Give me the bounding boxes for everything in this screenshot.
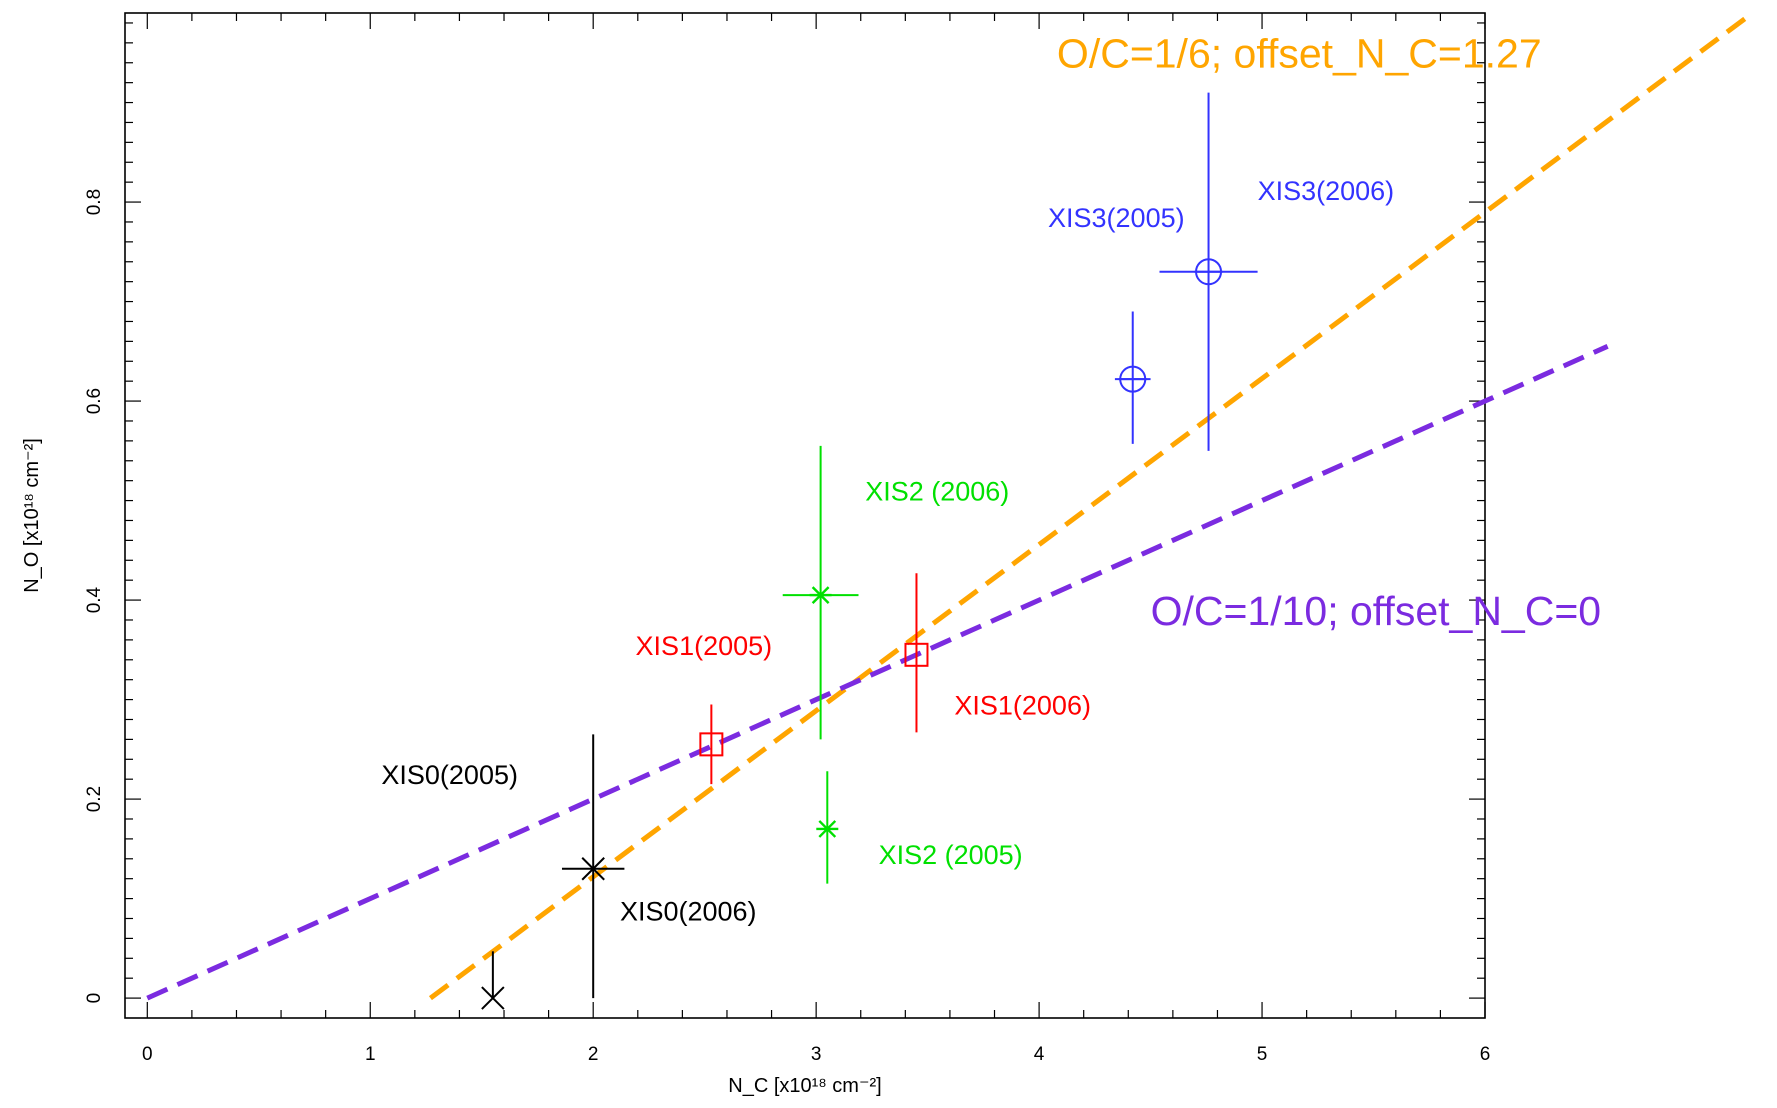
marker-square — [904, 642, 929, 667]
point-label: XIS2 (2006) — [865, 477, 1009, 507]
fit-line-annotation-1: O/C=1/6; offset_N_C=1.27 — [1057, 31, 1542, 77]
x-tick-label: 3 — [811, 1044, 822, 1065]
x-axis-label: N_C [x10¹⁸ cm⁻²] — [728, 1075, 881, 1097]
x-tick-label: 6 — [1480, 1044, 1491, 1065]
fit-line-2 — [146, 344, 1609, 1001]
labels-group: XIS0(2005) XIS0(2006) XIS1(2005) XIS1(2006)… — [381, 31, 1601, 927]
data-point-xis1-2006 — [904, 573, 929, 733]
x-tick-label: 1 — [365, 1044, 376, 1065]
point-label: XIS3(2006) — [1258, 176, 1395, 206]
data-points-group — [481, 92, 1258, 1010]
point-label: XIS1(2005) — [636, 631, 773, 661]
fit-line-annotation-2: O/C=1/10; offset_N_C=0 — [1151, 588, 1602, 634]
data-point-xis2-2006 — [782, 445, 859, 740]
x-tick-label: 0 — [142, 1044, 153, 1065]
x-tick-label: 5 — [1257, 1044, 1268, 1065]
marker-cross — [581, 857, 605, 881]
axes-group: 0 1 2 3 4 5 6 0 0.2 0.4 0.6 0.8 N_C [x10¹⁸ cm⁻²] N_O … — [21, 12, 1491, 1097]
data-point-xis2-2005 — [816, 771, 839, 884]
fit-lines-group — [146, 15, 1748, 1001]
point-label: XIS0(2005) — [381, 760, 518, 790]
fit-line-1 — [428, 15, 1748, 1001]
y-axis-label: N_O [x10¹⁸ cm⁻²] — [21, 438, 43, 593]
y-tick-label: 0.6 — [84, 388, 105, 414]
x-tick-label: 4 — [1034, 1044, 1045, 1065]
y-tick-label: 0.8 — [84, 189, 105, 215]
point-label: XIS1(2006) — [954, 691, 1091, 721]
marker-square — [699, 732, 724, 757]
plot-frame — [124, 12, 1486, 1019]
marker-star — [811, 586, 830, 604]
data-point-xis1-2005 — [699, 704, 724, 785]
point-label: XIS2 (2005) — [879, 840, 1023, 870]
marker-star — [818, 820, 837, 838]
data-point-xis3-2006 — [1159, 92, 1258, 451]
point-label: XIS3(2005) — [1048, 203, 1185, 233]
y-tick-label: 0.2 — [84, 786, 105, 812]
data-point-xis0-2005 — [481, 951, 505, 1010]
marker-cross — [481, 986, 505, 1010]
y-tick-label: 0 — [84, 993, 105, 1004]
y-tick-label: 0.4 — [84, 586, 105, 613]
x-tick-label: 2 — [588, 1044, 599, 1065]
point-label: XIS0(2006) — [620, 896, 757, 926]
data-point-xis0-2006 — [561, 734, 625, 999]
data-point-xis3-2005 — [1114, 311, 1151, 444]
